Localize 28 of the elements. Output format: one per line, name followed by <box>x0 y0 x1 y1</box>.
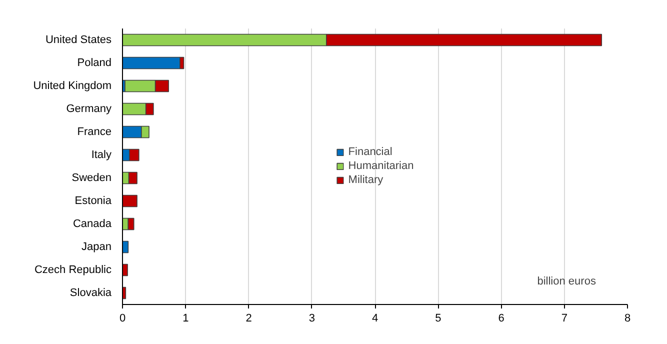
x-tick-label: 5 <box>435 312 442 324</box>
y-tick-label: Slovakia <box>70 287 112 299</box>
x-tick-label: 6 <box>498 312 504 324</box>
bar <box>122 194 138 208</box>
annotation: billion euros <box>537 276 596 288</box>
x-tick-label: 3 <box>308 312 315 324</box>
y-tick-label: Italy <box>91 149 112 161</box>
bar <box>122 56 180 70</box>
x-tick-label: 0 <box>119 312 126 324</box>
y-tick-label: France <box>77 126 112 138</box>
y-tick-label: United Kingdom <box>33 80 112 92</box>
y-tick-label: Japan <box>82 241 112 253</box>
y-tick-label: Czech Republic <box>34 264 112 276</box>
x-tick-label: 2 <box>246 312 252 324</box>
x-tick-label: 7 <box>561 312 568 324</box>
x-tick-label: 1 <box>182 312 189 324</box>
y-tick-label: Canada <box>72 218 112 230</box>
y-tick-label: Germany <box>66 103 112 115</box>
y-tick-label: United States <box>45 34 112 46</box>
y-tick-label: Estonia <box>74 195 112 207</box>
x-tick-label: 4 <box>372 312 378 324</box>
bar <box>122 264 128 276</box>
y-tick-label: Sweden <box>72 172 112 184</box>
legend-label: Humanitarian <box>348 160 414 172</box>
y-tick-label: Poland <box>77 57 112 69</box>
x-tick-label: 8 <box>624 312 631 324</box>
legend-label: Military <box>348 174 384 186</box>
legend-label: Financial <box>348 146 392 158</box>
